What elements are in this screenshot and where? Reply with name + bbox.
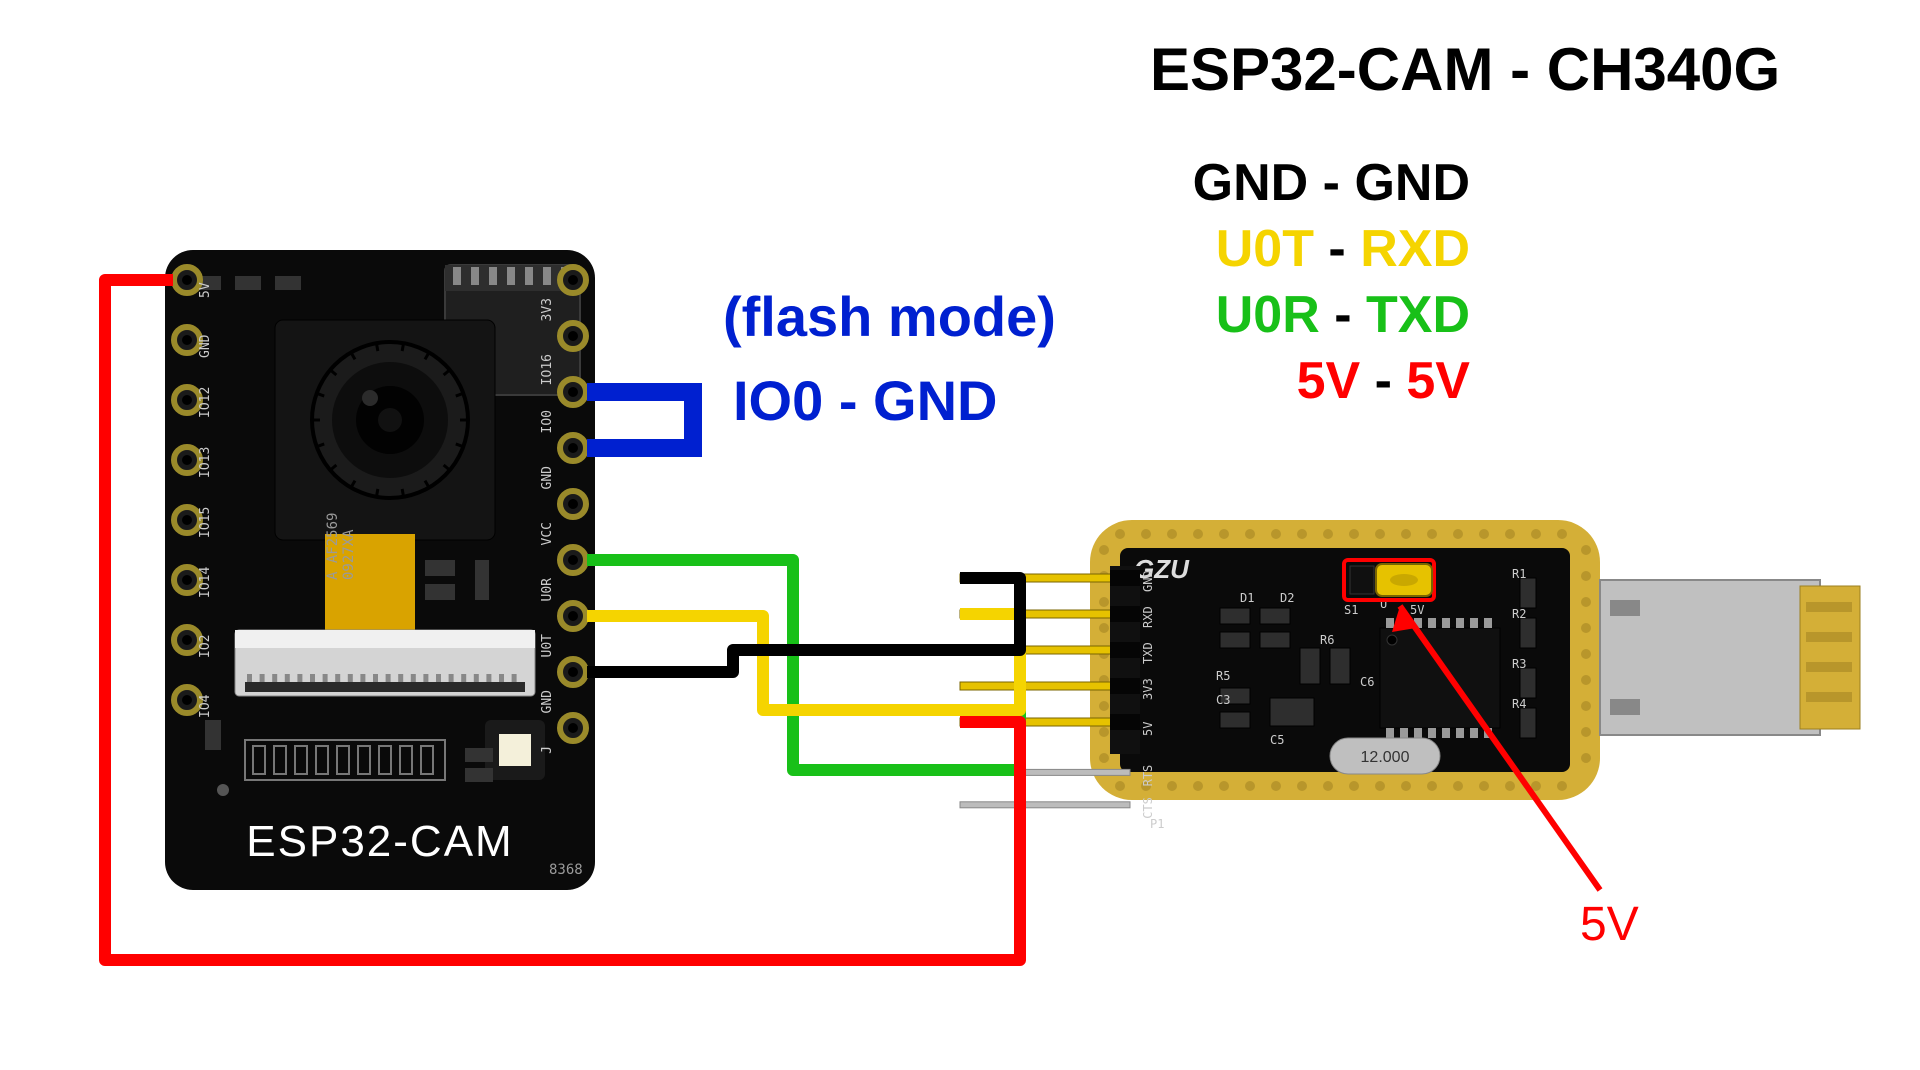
svg-text:IO4: IO4 — [198, 694, 213, 718]
svg-text:P1: P1 — [1150, 817, 1164, 831]
svg-text:R4: R4 — [1512, 697, 1526, 711]
svg-text:IO12: IO12 — [198, 387, 213, 418]
svg-text:TXD: TXD — [1141, 642, 1155, 664]
svg-text:IO13: IO13 — [198, 447, 213, 478]
legend-row: U0R - TXD — [1216, 286, 1470, 344]
svg-text:D1: D1 — [1240, 591, 1254, 605]
svg-text:R1: R1 — [1512, 567, 1526, 581]
svg-text:C6: C6 — [1360, 675, 1374, 689]
svg-text:GND: GND — [198, 334, 213, 358]
svg-text:A AF2569: A AF2569 — [325, 513, 341, 580]
flash-note-line2: IO0 - GND — [733, 369, 997, 432]
svg-text:RTS: RTS — [1141, 765, 1155, 787]
svg-text:GND: GND — [540, 466, 555, 490]
svg-text:3V3: 3V3 — [1141, 678, 1155, 700]
svg-text:U0R: U0R — [540, 578, 555, 602]
svg-text:R5: R5 — [1216, 669, 1230, 683]
flash-note-line1: (flash mode) — [723, 285, 1056, 348]
svg-text:R6: R6 — [1320, 633, 1334, 647]
callout-5v: 5V — [1580, 898, 1639, 951]
svg-text:R3: R3 — [1512, 657, 1526, 671]
svg-text:GND: GND — [540, 690, 555, 714]
svg-text:8368: 8368 — [549, 862, 583, 878]
svg-text:D2: D2 — [1280, 591, 1294, 605]
legend-row: U0T - RXD — [1216, 220, 1470, 278]
svg-text:12.000: 12.000 — [1361, 749, 1410, 766]
legend-row: GND - GND — [1193, 154, 1470, 212]
esp32-board-label: ESP32-CAM — [246, 817, 513, 866]
svg-text:IO16: IO16 — [540, 354, 555, 385]
svg-text:0927XA: 0927XA — [341, 529, 357, 580]
svg-text:5V: 5V — [198, 282, 213, 298]
svg-text:R2: R2 — [1512, 607, 1526, 621]
svg-text:J: J — [540, 746, 555, 754]
title: ESP32-CAM - CH340G — [1150, 36, 1780, 103]
svg-text:C3: C3 — [1216, 693, 1230, 707]
svg-text:CTS: CTS — [1141, 797, 1155, 819]
svg-text:S1: S1 — [1344, 603, 1358, 617]
svg-text:IO0: IO0 — [540, 410, 555, 433]
svg-text:IO2: IO2 — [198, 635, 213, 658]
legend-row: 5V - 5V — [1297, 352, 1471, 410]
svg-text:5V: 5V — [1410, 603, 1424, 617]
esp32-cam-board: A AF25690927XA ESP32-CAM 8368 5V GND IO12 IO13… — [165, 250, 595, 890]
svg-text:5V: 5V — [1141, 722, 1155, 736]
svg-text:IO15: IO15 — [198, 507, 213, 538]
svg-text:C5: C5 — [1270, 733, 1284, 747]
svg-text:RXD: RXD — [1141, 606, 1155, 628]
svg-text:U0T: U0T — [540, 634, 555, 658]
svg-text:IO14: IO14 — [198, 567, 213, 598]
svg-text:VCC: VCC — [540, 522, 555, 545]
svg-text:GND: GND — [1141, 570, 1155, 592]
svg-text:3V3: 3V3 — [540, 298, 555, 321]
